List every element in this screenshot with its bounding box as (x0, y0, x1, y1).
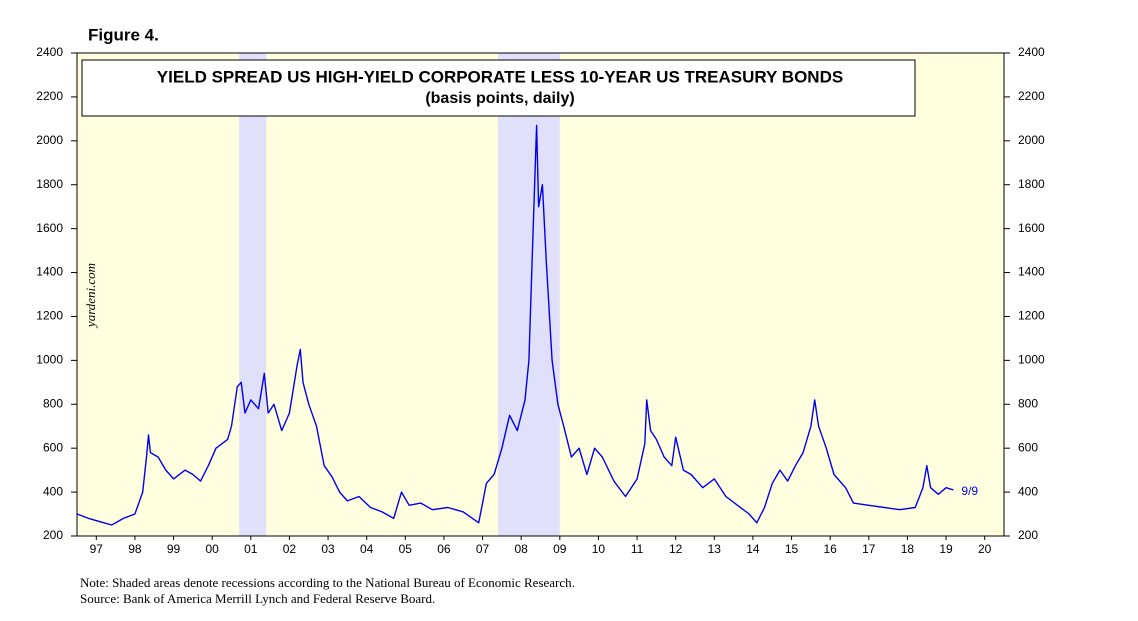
plot-frame (76, 52, 1005, 537)
x-tick-label: 10 (592, 542, 606, 556)
y2-tick-label: 1000 (1018, 353, 1045, 367)
chart-subtitle: (basis points, daily) (425, 90, 574, 107)
x-tick-label: 18 (901, 542, 915, 556)
x-tick-label: 03 (321, 542, 335, 556)
x-tick-label: 01 (244, 542, 258, 556)
y2-tick-label: 200 (1018, 528, 1038, 542)
plot-area (76, 53, 1004, 536)
note: Note: Shaded areas denote recessions acc… (80, 575, 575, 590)
x-tick-label: 16 (824, 542, 838, 556)
watermark: yardeni.com (83, 263, 98, 329)
figure-label: Figure 4. (88, 25, 159, 44)
y2-tick-label: 2400 (1018, 45, 1045, 59)
x-tick-label: 19 (939, 542, 953, 556)
source: Source: Bank of America Merrill Lynch an… (80, 591, 435, 606)
recession-band (498, 53, 560, 536)
y2-tick-label: 800 (1018, 396, 1038, 410)
series-line (76, 124, 954, 526)
y2-tick-label: 1400 (1018, 265, 1045, 279)
y2-tick-label: 400 (1018, 484, 1038, 498)
x-tick-label: 99 (167, 542, 181, 556)
x-tick-label: 12 (669, 542, 683, 556)
y-tick-label: 1400 (36, 265, 63, 279)
chart-title: YIELD SPREAD US HIGH-YIELD CORPORATE LES… (157, 67, 843, 86)
x-tick-label: 98 (128, 542, 142, 556)
x-tick-label: 04 (360, 542, 374, 556)
title-box (81, 59, 916, 117)
x-tick-label: 05 (399, 542, 413, 556)
y-tick-label: 800 (43, 396, 63, 410)
y-tick-label: 400 (43, 484, 63, 498)
y-tick-label: 2200 (36, 89, 63, 103)
x-tick-label: 14 (746, 542, 760, 556)
recession-band (239, 53, 267, 536)
y-tick-label: 2400 (36, 45, 63, 59)
x-tick-label: 17 (862, 542, 876, 556)
y-tick-label: 600 (43, 440, 63, 454)
x-tick-label: 09 (553, 542, 567, 556)
x-tick-label: 08 (515, 542, 529, 556)
y-tick-label: 1000 (36, 353, 63, 367)
y2-tick-label: 2000 (1018, 133, 1045, 147)
y-tick-label: 1600 (36, 221, 63, 235)
y2-tick-label: 1800 (1018, 177, 1045, 191)
y2-tick-label: 2200 (1018, 89, 1045, 103)
x-tick-label: 02 (283, 542, 297, 556)
y2-tick-label: 1200 (1018, 309, 1045, 323)
y2-tick-label: 600 (1018, 440, 1038, 454)
x-tick-label: 11 (631, 542, 644, 556)
x-tick-label: 20 (978, 542, 992, 556)
y-tick-label: 2000 (36, 133, 63, 147)
x-tick-label: 97 (90, 542, 104, 556)
y2-tick-label: 1600 (1018, 221, 1045, 235)
x-tick-label: 13 (708, 542, 722, 556)
y-tick-label: 1200 (36, 309, 63, 323)
x-tick-label: 06 (437, 542, 451, 556)
x-tick-label: 07 (476, 542, 490, 556)
y-tick-label: 200 (43, 528, 63, 542)
x-tick-label: 15 (785, 542, 799, 556)
y-tick-label: 1800 (36, 177, 63, 191)
x-tick-label: 00 (206, 542, 220, 556)
end-annotation: 9/9 (961, 484, 978, 498)
